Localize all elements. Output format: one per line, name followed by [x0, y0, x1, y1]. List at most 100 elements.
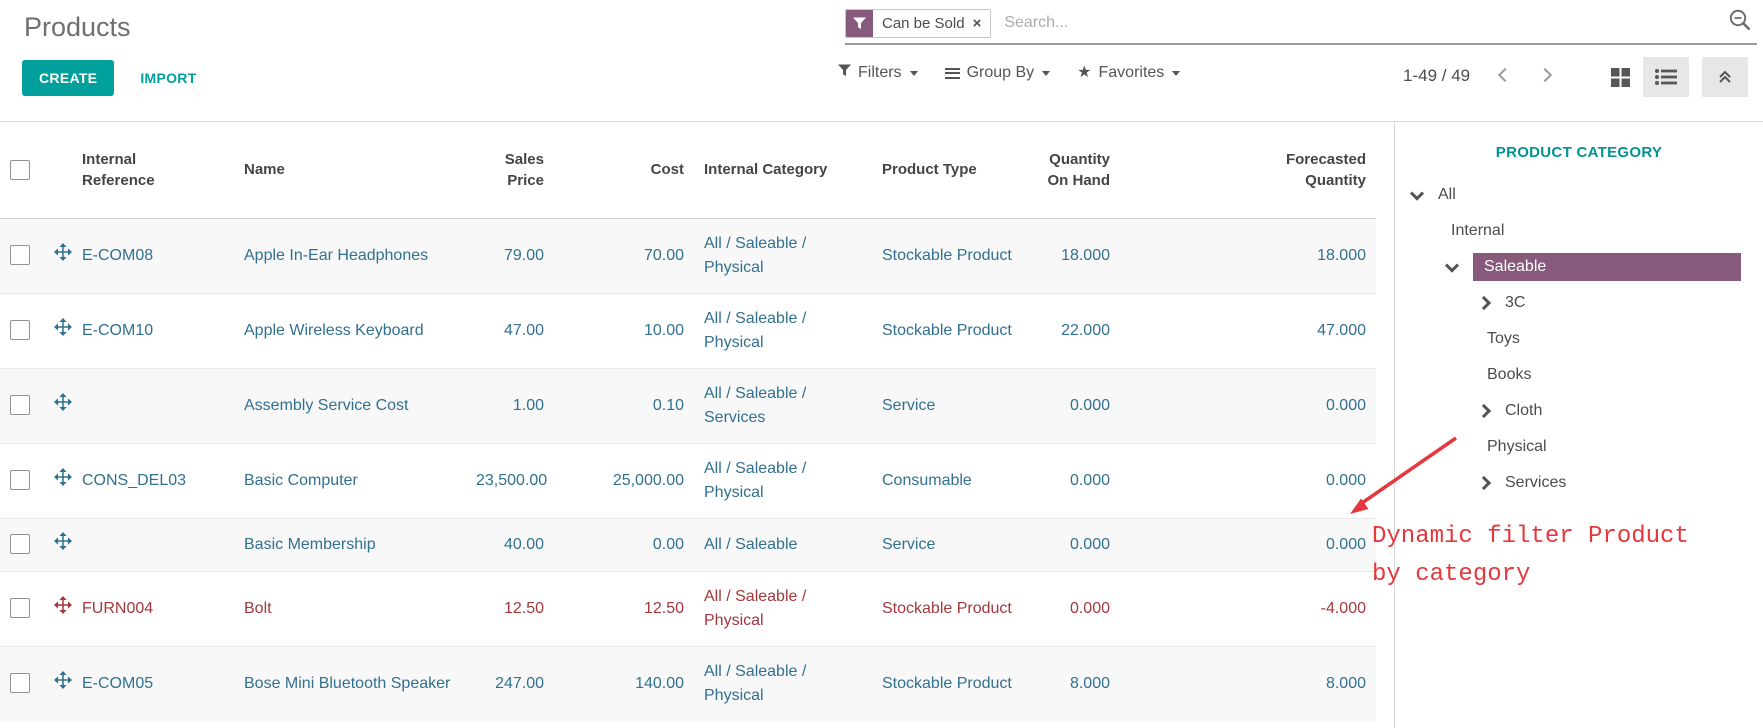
cell-internal-category[interactable]: All / Saleable / Physical [694, 292, 872, 368]
move-cross-icon[interactable] [54, 531, 72, 558]
cell-internal-reference[interactable]: E-COM10 [72, 292, 234, 368]
cell-sales-price[interactable]: 23,500.00 [466, 442, 554, 518]
select-all-checkbox[interactable] [10, 159, 30, 180]
row-checkbox[interactable] [10, 673, 30, 694]
cell-internal-category[interactable]: All / Saleable / Physical [694, 442, 872, 518]
cell-product-type[interactable]: Stockable Product [882, 246, 1012, 264]
category-item-3c[interactable]: 3C [1395, 285, 1763, 321]
cell-quantity-on-hand[interactable]: 0.000 [1024, 442, 1120, 518]
cell-quantity-on-hand[interactable]: 0.000 [1024, 367, 1120, 443]
category-item-toys[interactable]: Toys [1487, 330, 1520, 347]
cell-internal-category[interactable]: All / Saleable / Services [694, 367, 872, 443]
cell-name[interactable]: Bolt [234, 570, 466, 646]
collapse-panel-button[interactable] [1702, 57, 1748, 97]
cell-name[interactable]: Basic Computer [234, 442, 466, 518]
cell-product-type[interactable]: Service [872, 367, 1024, 443]
cell-internal-category[interactable]: All / Saleable / Physical [694, 645, 872, 721]
cell-forecasted-quantity[interactable]: 47.000 [1120, 292, 1376, 368]
cell-cost[interactable]: 12.50 [554, 570, 694, 646]
import-button[interactable]: IMPORT [134, 69, 202, 87]
column-header-product-type[interactable]: Product Type [872, 122, 1024, 219]
cell-internal-reference[interactable]: E-COM08 [82, 246, 154, 264]
cell-name[interactable]: Apple Wireless Keyboard [234, 292, 466, 368]
column-header-cost[interactable]: Cost [554, 122, 694, 219]
favorites-dropdown[interactable]: ★ Favorites [1077, 64, 1181, 82]
move-cross-icon[interactable] [54, 670, 72, 697]
cell-cost[interactable]: 25,000.00 [554, 442, 694, 518]
create-button[interactable]: CREATE [22, 60, 115, 96]
column-header-sales-price[interactable]: Sales Price [466, 122, 554, 219]
category-item-books[interactable]: Books [1487, 366, 1532, 383]
row-checkbox[interactable] [10, 395, 30, 416]
row-checkbox[interactable] [10, 470, 30, 491]
cell-forecasted-quantity[interactable]: -4.000 [1120, 570, 1376, 646]
cell-product-type[interactable]: Consumable [872, 442, 1024, 518]
column-header-name[interactable]: Name [234, 122, 466, 219]
cell-name[interactable]: Bose Mini Bluetooth Speaker [234, 645, 466, 721]
cell-name[interactable]: Assembly Service Cost [234, 367, 466, 443]
pager-previous-icon[interactable] [1497, 67, 1513, 83]
cell-quantity-on-hand[interactable]: 18.000 [1061, 246, 1110, 264]
cell-forecasted-quantity[interactable]: 18.000 [1317, 246, 1366, 264]
category-item-internal[interactable]: Internal [1451, 222, 1505, 239]
search-input[interactable] [1002, 13, 1728, 33]
cell-internal-category[interactable]: All / Saleable / Physical [694, 570, 872, 646]
row-checkbox[interactable] [10, 320, 30, 341]
cell-cost[interactable]: 0.10 [554, 367, 694, 443]
search-bar[interactable]: Can be Sold × [845, 8, 1757, 45]
move-cross-icon[interactable] [54, 595, 72, 622]
kanban-view-button[interactable] [1597, 57, 1643, 97]
cell-cost[interactable]: 140.00 [554, 645, 694, 721]
move-cross-icon[interactable] [54, 392, 72, 419]
chevron-right-icon[interactable] [1476, 475, 1492, 491]
category-item-cloth[interactable]: Cloth [1395, 393, 1763, 429]
column-header-internal-category[interactable]: Internal Category [694, 122, 872, 219]
move-cross-icon[interactable] [54, 467, 72, 494]
cell-sales-price[interactable]: 12.50 [466, 570, 554, 646]
cell-sales-price[interactable]: 40.00 [466, 517, 554, 571]
cell-name[interactable]: Apple In-Ear Headphones [244, 246, 429, 264]
column-header-forecasted-quantity[interactable]: Forecasted Quantity [1120, 122, 1376, 219]
cell-internal-reference[interactable]: CONS_DEL03 [72, 442, 234, 518]
column-header-internal-reference[interactable]: Internal Reference [72, 122, 234, 219]
cell-forecasted-quantity[interactable]: 0.000 [1120, 442, 1376, 518]
column-header-quantity-on-hand[interactable]: Quantity On Hand [1024, 122, 1120, 219]
cell-sales-price[interactable]: 247.00 [466, 645, 554, 721]
cell-sales-price[interactable]: 79.00 [503, 246, 544, 264]
cell-quantity-on-hand[interactable]: 8.000 [1024, 645, 1120, 721]
chevron-down-icon[interactable] [1444, 258, 1460, 273]
chevron-down-icon[interactable] [1409, 186, 1425, 201]
category-item-all[interactable]: All [1395, 177, 1763, 213]
cell-sales-price[interactable]: 47.00 [466, 292, 554, 368]
cell-internal-reference[interactable]: FURN004 [72, 570, 234, 646]
cell-forecasted-quantity[interactable]: 0.000 [1120, 367, 1376, 443]
group-by-dropdown[interactable]: Group By [944, 64, 1051, 82]
cell-internal-reference[interactable] [72, 367, 234, 443]
chevron-right-icon[interactable] [1476, 403, 1492, 419]
cell-sales-price[interactable]: 1.00 [466, 367, 554, 443]
row-checkbox[interactable] [10, 245, 30, 266]
row-checkbox[interactable] [10, 598, 30, 619]
magnifier-icon[interactable] [1728, 8, 1753, 38]
cell-product-type[interactable]: Service [872, 517, 1024, 571]
cell-name[interactable]: Basic Membership [234, 517, 466, 571]
cell-product-type[interactable]: Stockable Product [872, 570, 1024, 646]
list-view-button[interactable] [1643, 57, 1689, 97]
cell-product-type[interactable]: Stockable Product [872, 645, 1024, 721]
row-checkbox[interactable] [10, 534, 30, 555]
chevron-right-icon[interactable] [1476, 295, 1492, 311]
cell-internal-category[interactable]: All / Saleable [694, 517, 872, 571]
filters-dropdown[interactable]: Filters [838, 64, 918, 82]
cell-forecasted-quantity[interactable]: 8.000 [1120, 645, 1376, 721]
category-item-physical[interactable]: Physical [1487, 438, 1547, 455]
category-item-saleable[interactable]: Saleable [1395, 249, 1763, 285]
cell-cost[interactable]: 70.00 [643, 246, 684, 264]
cell-quantity-on-hand[interactable]: 0.000 [1024, 517, 1120, 571]
cell-forecasted-quantity[interactable]: 0.000 [1120, 517, 1376, 571]
pager-next-icon[interactable] [1537, 67, 1553, 83]
cell-product-type[interactable]: Stockable Product [872, 292, 1024, 368]
cell-internal-reference[interactable] [72, 517, 234, 571]
remove-facet-icon[interactable]: × [972, 14, 982, 32]
cell-quantity-on-hand[interactable]: 22.000 [1024, 292, 1120, 368]
move-cross-icon[interactable] [54, 242, 72, 269]
